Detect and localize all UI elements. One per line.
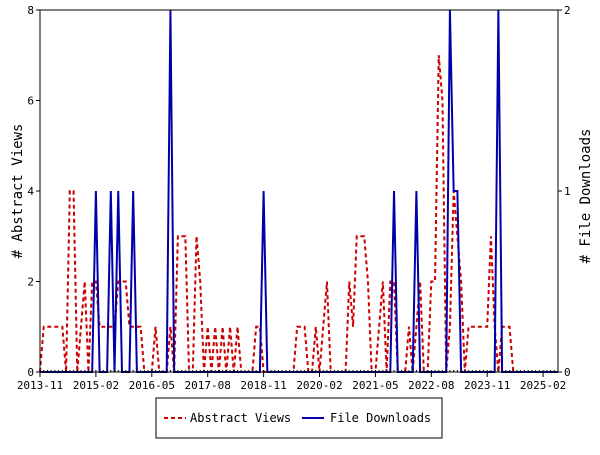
- y-left-tick-label: 8: [27, 4, 34, 17]
- legend-box: [155, 397, 443, 439]
- x-tick-label: 2020-02: [296, 379, 342, 392]
- legend-label-file-downloads: File Downloads: [330, 411, 431, 425]
- y-left-axis-ticks: 0 2 4 6 8: [27, 4, 40, 379]
- x-tick-label: 2025-02: [520, 379, 566, 392]
- x-tick-label: 2021-05: [352, 379, 398, 392]
- series-layer: [39, 9, 558, 373]
- legend-label-abstract-views: Abstract Views: [190, 411, 291, 425]
- y-right-tick-label: 1: [564, 185, 571, 198]
- series-line-abstract-views: [39, 55, 558, 373]
- y-left-tick-label: 6: [27, 95, 34, 108]
- x-tick-label: 2022-08: [408, 379, 454, 392]
- series-line-file-downloads: [40, 9, 558, 373]
- legend: Abstract Views File Downloads: [155, 397, 443, 439]
- y-right-tick-label: 2: [564, 4, 571, 17]
- x-tick-label: 2015-02: [73, 379, 119, 392]
- x-tick-label: 2013-11: [17, 379, 63, 392]
- y-left-axis-label: # Abstract Views: [10, 124, 26, 259]
- y-left-tick-label: 2: [27, 276, 34, 289]
- y-right-axis-label: # File Downloads: [578, 129, 594, 264]
- x-tick-label: 2018-11: [240, 379, 286, 392]
- x-tick-label: 2023-11: [464, 379, 510, 392]
- x-tick-label: 2017-08: [185, 379, 231, 392]
- y-right-axis-ticks: 0 1 2: [558, 4, 571, 379]
- x-axis-ticks: 2013-11 2015-02 2016-05 2017-08 2018-11 2020-…: [17, 370, 566, 392]
- y-left-tick-label: 0: [27, 366, 34, 379]
- x-tick-label: 2016-05: [129, 379, 175, 392]
- y-right-tick-label: 0: [564, 366, 571, 379]
- y-left-tick-label: 4: [27, 185, 34, 198]
